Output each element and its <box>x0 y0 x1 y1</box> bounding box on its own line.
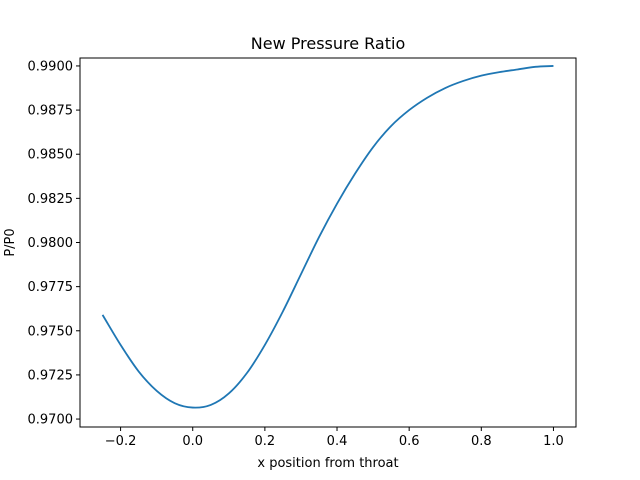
y-axis: 0.9700 0.9725 0.9750 0.9775 0.9800 0.9825 0.98… <box>28 59 80 428</box>
y-tick-label: 0.9900 <box>28 59 74 74</box>
y-tick-label: 0.9775 <box>28 280 74 295</box>
y-tick-label: 0.9825 <box>28 192 74 207</box>
x-tick-label: 0.4 <box>327 434 348 449</box>
y-tick-label: 0.9700 <box>28 413 74 428</box>
x-tick-label: 0.8 <box>471 434 492 449</box>
series-line <box>101 65 554 409</box>
x-tick-label: −0.2 <box>105 434 137 449</box>
y-tick-label: 0.9750 <box>28 324 74 339</box>
y-tick-label: 0.9875 <box>28 104 74 119</box>
x-axis-label: x position from throat <box>257 456 398 471</box>
x-tick-label: 0.2 <box>255 434 276 449</box>
plot-frame <box>79 57 577 428</box>
chart-title: New Pressure Ratio <box>251 34 405 53</box>
y-tick-label: 0.9800 <box>28 236 74 251</box>
y-axis-label: P/P0 <box>3 228 18 256</box>
plot-area <box>101 65 554 409</box>
x-tick-label: 0.0 <box>182 434 203 449</box>
x-tick-label: 1.0 <box>543 434 564 449</box>
y-tick-label: 0.9850 <box>28 148 74 163</box>
y-tick-label: 0.9725 <box>28 368 74 383</box>
x-tick-label: 0.6 <box>399 434 420 449</box>
x-axis: −0.2 0.0 0.2 0.4 0.6 0.8 1.0 <box>105 427 564 449</box>
